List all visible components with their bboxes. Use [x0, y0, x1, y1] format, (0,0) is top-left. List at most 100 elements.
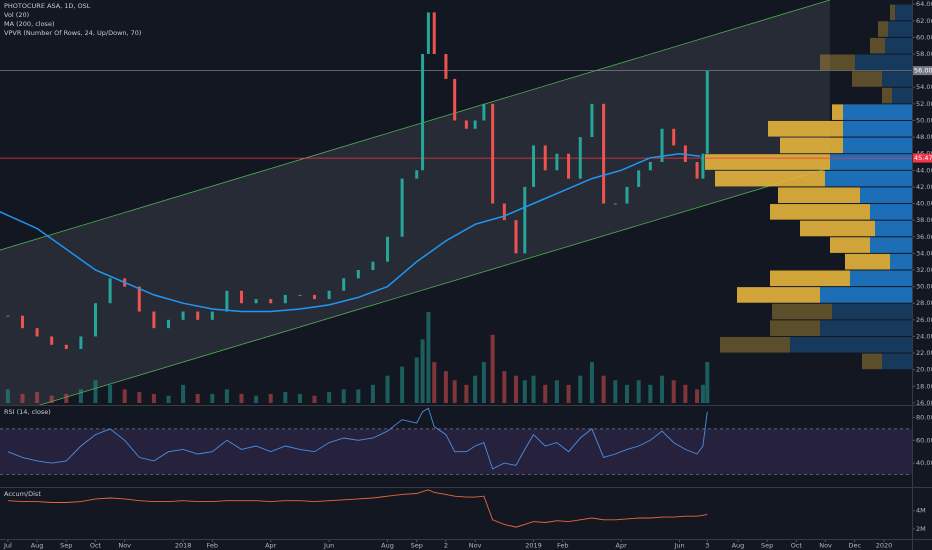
x-tick-label: Aug — [381, 542, 394, 550]
profile-down — [843, 120, 912, 137]
candle — [432, 12, 436, 54]
price-tag-label: 45.47 — [914, 154, 932, 162]
rsi-tick-label: 40.00 — [916, 459, 932, 467]
volume-bar — [414, 357, 419, 403]
volume-bar — [601, 375, 606, 403]
profile-up — [870, 37, 885, 54]
candle — [64, 344, 68, 349]
volume-bar — [531, 375, 536, 403]
volume-bar — [671, 380, 676, 403]
profile-up — [778, 187, 860, 204]
volume-bar — [283, 392, 288, 403]
volume-bar — [166, 395, 171, 403]
volume-bar — [108, 384, 113, 403]
y-tick-label: 62.00 — [916, 17, 932, 25]
profile-down — [820, 320, 912, 336]
profile-down — [882, 71, 912, 87]
profile-up — [845, 253, 890, 270]
x-tick-label: Nov — [118, 542, 131, 550]
candle — [660, 128, 664, 162]
x-tick-label: Apr — [265, 542, 277, 550]
candle — [473, 120, 477, 129]
profile-down — [875, 220, 912, 237]
volume-bar — [400, 366, 405, 403]
volume-bar — [370, 384, 375, 403]
candle — [602, 103, 606, 204]
y-tick-label: 42.00 — [916, 183, 932, 191]
volume-bar — [660, 375, 665, 403]
profile-down — [895, 4, 912, 21]
candle — [254, 299, 258, 304]
candle — [523, 186, 527, 254]
volume-bar — [432, 362, 437, 403]
candle — [532, 145, 536, 187]
profile-up — [852, 71, 882, 87]
profile-up — [832, 104, 843, 120]
profile-down — [820, 287, 912, 303]
volume-bar — [93, 380, 98, 403]
candle — [400, 178, 404, 237]
y-tick-label: 20.00 — [916, 366, 932, 374]
profile-down — [888, 21, 912, 37]
ad-line — [7, 489, 708, 528]
volume-bar — [426, 312, 431, 403]
candle — [269, 299, 273, 304]
candle — [672, 128, 676, 146]
candle — [555, 153, 559, 171]
rsi-tick-label: 60.00 — [916, 436, 932, 444]
x-tick-label: 2 — [444, 542, 448, 550]
profile-up — [737, 287, 820, 303]
y-tick-label: 22.00 — [916, 349, 932, 357]
volume-bar — [624, 384, 629, 403]
volume-bar — [578, 375, 583, 403]
x-tick-label: 3 — [705, 542, 709, 550]
candle — [20, 315, 24, 329]
ad-tick-label: 2M — [916, 525, 926, 533]
indicator-label: Vol (20) — [4, 11, 29, 19]
profile-down — [890, 253, 912, 270]
candle — [578, 137, 582, 179]
profile-up — [830, 237, 870, 253]
price-tag — [913, 66, 932, 76]
profile-down — [870, 237, 912, 253]
x-tick-label: Feb — [557, 542, 569, 550]
volume-bar — [35, 392, 40, 403]
candle — [108, 278, 112, 304]
x-tick-label: Sep — [60, 542, 72, 550]
candle — [50, 336, 54, 345]
profile-up — [862, 353, 882, 370]
profile-up — [890, 4, 895, 21]
volume-bar — [254, 395, 259, 403]
indicator-label: MA (200, close) — [4, 20, 54, 28]
symbol-title: PHOTOCURE ASA, 1D, OSL — [4, 2, 91, 10]
volume-bar — [356, 389, 361, 403]
profile-down — [850, 270, 912, 287]
profile-up — [715, 170, 825, 187]
volume-bar — [452, 380, 457, 403]
volume-bar — [78, 389, 83, 403]
volume-bar — [443, 371, 448, 403]
volume-bar — [64, 393, 69, 403]
candle — [240, 290, 244, 304]
profile-up — [820, 54, 855, 71]
x-tick-label: Oct — [791, 542, 803, 550]
x-tick-label: Nov — [469, 542, 482, 550]
candle — [421, 54, 425, 171]
y-tick-label: 60.00 — [916, 33, 932, 41]
profile-down — [832, 303, 912, 320]
candle — [415, 170, 419, 179]
y-tick-label: 18.00 — [916, 382, 932, 390]
profile-up — [768, 120, 843, 137]
candle — [371, 261, 375, 270]
profile-down — [882, 353, 912, 370]
candle — [464, 120, 468, 129]
candle — [482, 103, 486, 121]
candle — [298, 294, 302, 296]
x-tick-label: Oct — [90, 542, 102, 550]
profile-down — [885, 37, 912, 54]
x-tick-label: Dec — [848, 542, 861, 550]
candle — [342, 278, 346, 291]
x-tick-label: Jun — [323, 542, 334, 550]
volume-bar — [268, 393, 273, 403]
profile-down — [892, 87, 912, 104]
